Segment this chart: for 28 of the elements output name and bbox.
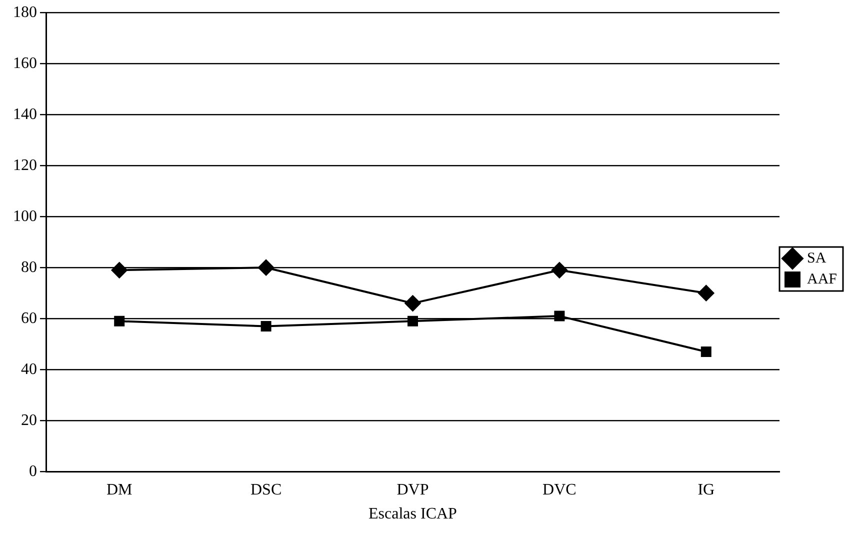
y-tick-label: 20: [21, 412, 37, 429]
y-tick-label: 0: [29, 462, 37, 480]
point: [111, 262, 128, 278]
x-tick-label: DVC: [542, 481, 576, 498]
point: [700, 346, 712, 357]
y-tick-label: 120: [13, 156, 37, 174]
x-tick-label: IG: [698, 481, 716, 498]
point: [260, 321, 272, 332]
x-axis-title: Escalas ICAP: [368, 506, 458, 523]
point: [404, 295, 421, 312]
point: [551, 262, 568, 278]
y-tick-label: 100: [13, 208, 37, 225]
point: [258, 260, 274, 276]
point: [114, 316, 125, 326]
point: [698, 285, 714, 302]
y-tick-label: 180: [13, 4, 37, 21]
y-tick-label: 140: [13, 106, 37, 123]
y-tick-label: 160: [13, 54, 37, 72]
legend-label: AAF: [806, 271, 838, 288]
x-tick-label: DVP: [396, 481, 429, 498]
x-tick-label: DM: [106, 481, 132, 498]
x-tick-label: DSC: [250, 481, 282, 498]
y-tick-label: 60: [21, 310, 37, 327]
point: [408, 316, 418, 326]
y-tick-label: 40: [21, 360, 37, 378]
y-tick-label: 80: [21, 258, 37, 276]
legend-label: SA: [806, 250, 826, 266]
point: [554, 310, 565, 322]
